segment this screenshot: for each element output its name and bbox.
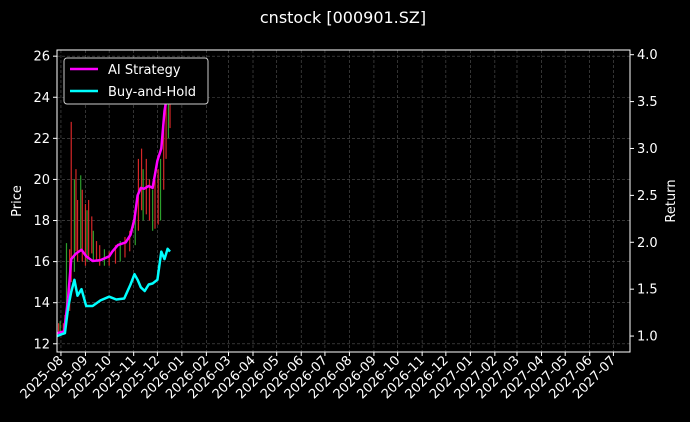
y-axis-left: 12 14 16 18 20 22 24 26 (33, 50, 57, 352)
series-line-buy-and-hold (56, 247, 171, 338)
y-tick-label: 22 (33, 132, 50, 147)
series-line-ai-strategy (56, 86, 172, 335)
y-axis-right: 1.0 1.5 2.0 2.5 3.0 3.5 4.0 (630, 48, 658, 345)
y2-tick-label: 1.5 (637, 283, 658, 298)
legend-box (63, 57, 209, 105)
y2-axis-label: Return (664, 179, 679, 222)
legend: AI Strategy Buy-and-Hold (63, 57, 209, 105)
grid (57, 50, 630, 352)
series-lines (56, 86, 172, 338)
plot-frame (56, 49, 631, 353)
y2-tick-label: 1.0 (637, 330, 658, 345)
y-tick-label: 12 (33, 337, 50, 352)
y-tick-label: 14 (33, 296, 50, 311)
y2-tick-label: 3.5 (637, 95, 658, 110)
legend-label-ai-strategy: AI Strategy (108, 63, 181, 78)
y-tick-label: 16 (33, 255, 50, 270)
y2-tick-label: 4.0 (637, 48, 658, 63)
y2-tick-label: 2.0 (637, 236, 658, 251)
chart-title: cnstock [000901.SZ] (260, 8, 426, 27)
y2-tick-label: 2.5 (637, 189, 658, 204)
y-tick-label: 20 (33, 173, 50, 188)
y2-tick-label: 3.0 (637, 142, 658, 157)
y-axis-label: Price (10, 185, 25, 217)
y-tick-label: 26 (33, 50, 50, 65)
y-tick-label: 24 (33, 91, 50, 106)
y-tick-label: 18 (33, 214, 50, 229)
legend-label-buy-and-hold: Buy-and-Hold (108, 85, 196, 100)
